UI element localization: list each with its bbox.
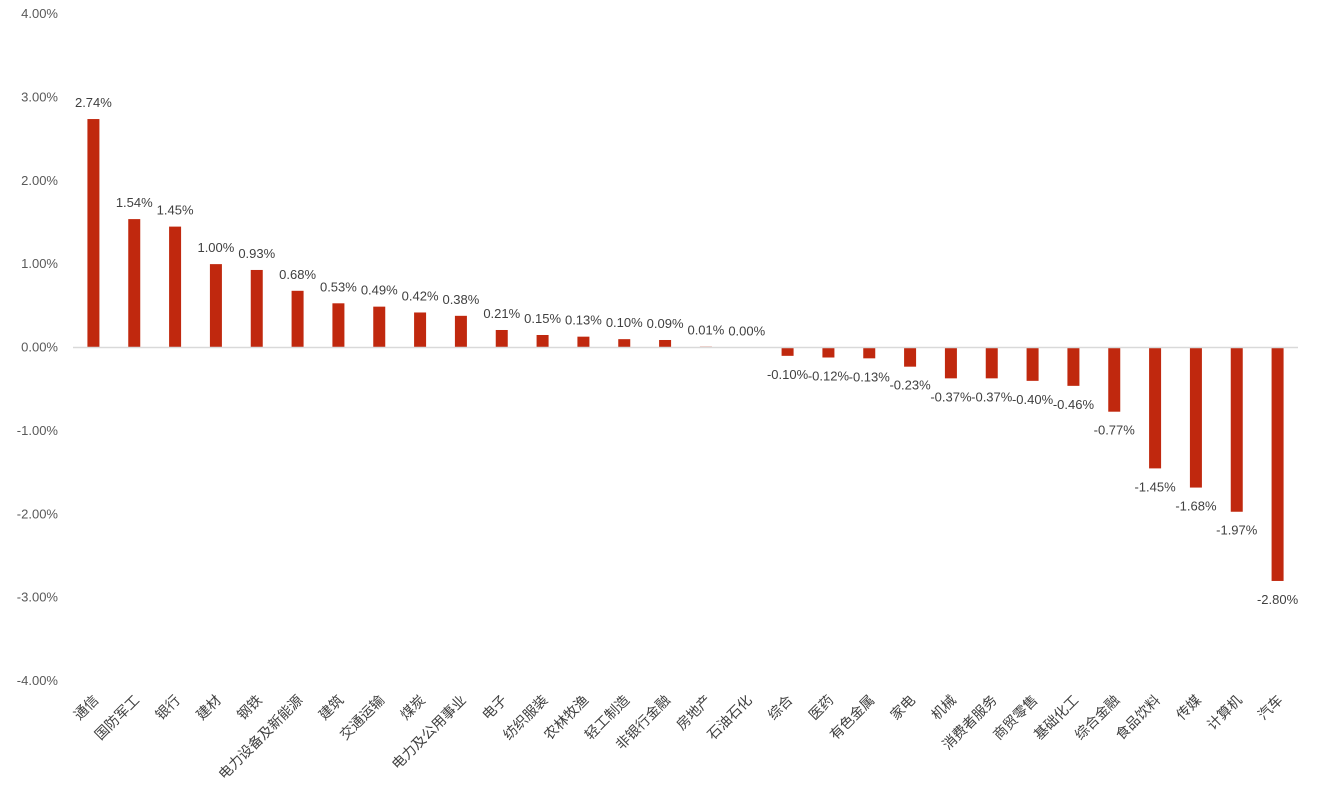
bar: [618, 339, 631, 348]
bar: [1189, 347, 1202, 488]
bar: [250, 269, 263, 348]
category-label: 建材: [194, 693, 225, 724]
bar: [454, 315, 467, 348]
bar: [128, 219, 141, 348]
bar: [1026, 347, 1039, 381]
y-tick-label: -3.00%: [17, 590, 59, 605]
data-labels: 2.74% 1.54% 1.45% 1.00% 0.93% 0.68% 0.53% 0.49%…: [75, 95, 1299, 607]
bar: [1271, 347, 1284, 581]
category-label: 钢铁: [234, 693, 265, 724]
bar: [822, 347, 835, 358]
y-tick-label: -1.00%: [17, 423, 59, 438]
category-label: 电子: [479, 693, 510, 724]
data-label: 0.38%: [442, 292, 479, 307]
data-label: 0.13%: [565, 313, 602, 328]
data-label: -0.46%: [1053, 397, 1095, 412]
data-label: -0.23%: [889, 378, 931, 393]
data-label: -2.80%: [1257, 592, 1299, 607]
data-label: 0.00%: [728, 324, 765, 339]
data-label: 0.93%: [238, 246, 275, 261]
category-label: 汽车: [1255, 692, 1287, 724]
bar: [985, 347, 998, 379]
bar: [291, 290, 304, 348]
bar: [577, 336, 590, 348]
category-label: 家电: [887, 692, 919, 724]
bar: [659, 339, 672, 348]
bar: [169, 226, 182, 348]
data-label: 0.49%: [361, 283, 398, 298]
data-label: 1.00%: [197, 240, 234, 255]
data-label: 0.09%: [647, 316, 684, 331]
category-label: 煤炭: [398, 693, 429, 724]
y-tick-label: 2.00%: [21, 173, 58, 188]
bar: [863, 347, 876, 359]
y-tick-label: -4.00%: [17, 673, 59, 688]
category-label: 食品饮料: [1112, 692, 1164, 744]
data-label: -0.37%: [930, 389, 972, 404]
y-tick-label: 4.00%: [21, 6, 58, 21]
category-label: 有色金属: [826, 692, 878, 744]
data-label: 2.74%: [75, 95, 112, 110]
bar: [1067, 347, 1080, 386]
y-tick-label: 3.00%: [21, 89, 58, 104]
category-label: 综合: [765, 693, 796, 724]
data-label: 0.10%: [606, 315, 643, 330]
bar: [87, 119, 100, 348]
data-label: -0.40%: [1012, 392, 1054, 407]
bars: [87, 119, 1284, 581]
bar: [373, 306, 386, 348]
category-label: 石油石化: [705, 693, 756, 744]
category-label: 建筑: [316, 693, 347, 724]
bar: [414, 312, 427, 348]
bar: [536, 334, 549, 348]
bar: [781, 347, 794, 356]
data-label: 0.21%: [483, 306, 520, 321]
bar: [495, 329, 508, 348]
data-label: -0.13%: [849, 369, 891, 384]
data-label: 0.01%: [687, 323, 724, 338]
data-label: -1.97%: [1216, 523, 1258, 538]
data-label: -0.37%: [971, 389, 1013, 404]
bar: [209, 264, 222, 348]
category-label: 医药: [806, 693, 837, 724]
data-label: -0.77%: [1094, 423, 1136, 438]
y-tick-label: 0.00%: [21, 340, 58, 355]
category-label: 计算机: [1205, 693, 1246, 734]
bar: [1108, 347, 1121, 412]
data-label: -1.45%: [1134, 479, 1176, 494]
bar: [904, 347, 917, 367]
y-axis: 4.00% 3.00% 2.00% 1.00% 0.00% -1.00% -2.00% -3.…: [17, 6, 59, 688]
data-label: -0.10%: [767, 367, 809, 382]
category-label: 传媒: [1174, 693, 1205, 724]
y-tick-label: -2.00%: [17, 506, 59, 521]
bar: [1230, 347, 1243, 512]
category-label: 通信: [71, 693, 102, 724]
category-label: 机械: [929, 693, 960, 724]
data-label: 0.42%: [402, 288, 439, 303]
bar: [1149, 347, 1162, 469]
category-label: 国防军工: [92, 693, 143, 744]
bar: [944, 347, 957, 379]
category-label: 银行: [153, 693, 184, 724]
data-label: 0.15%: [524, 311, 561, 326]
y-tick-label: 1.00%: [21, 256, 58, 271]
data-label: 1.45%: [157, 203, 194, 218]
category-label: 电力及公用事业: [389, 693, 470, 774]
data-label: -0.12%: [808, 369, 850, 384]
category-label: 交通运输: [336, 692, 388, 744]
bar: [332, 303, 345, 348]
data-label: -1.68%: [1175, 499, 1217, 514]
data-label: 1.54%: [116, 195, 153, 210]
data-label: 0.68%: [279, 267, 316, 282]
data-label: 0.53%: [320, 279, 357, 294]
